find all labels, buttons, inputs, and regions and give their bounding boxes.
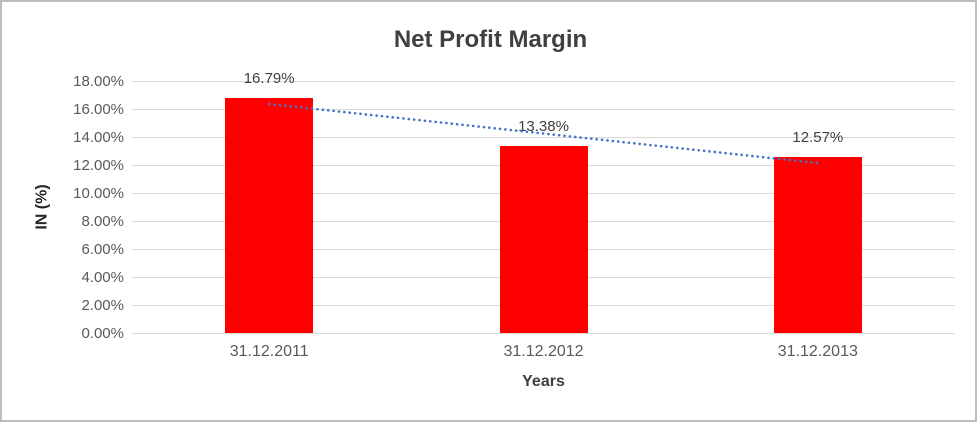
y-axis-tick-label: 12.00% xyxy=(73,157,124,174)
bar-data-label: 13.38% xyxy=(518,117,569,135)
y-axis-tick-label: 8.00% xyxy=(81,213,124,230)
chart-title: Net Profit Margin xyxy=(393,26,588,53)
bar-data-label: 16.79% xyxy=(243,69,295,87)
bar xyxy=(225,97,314,333)
bar xyxy=(773,157,862,333)
y-axis-tick-label: 16.00% xyxy=(73,101,124,118)
gridline xyxy=(132,333,955,334)
x-axis-title: Years xyxy=(522,373,565,390)
y-axis-tick-label: 10.00% xyxy=(73,185,124,202)
y-axis-tick-label: 2.00% xyxy=(81,297,124,314)
y-axis-title: IN (%) xyxy=(33,184,51,230)
bar-data-label: 12.57% xyxy=(792,129,844,147)
y-axis-tick-label: 14.00% xyxy=(73,129,124,146)
gridline xyxy=(132,81,955,82)
x-axis-tick-label: 31.12.2012 xyxy=(503,343,584,360)
y-axis-tick-label: 4.00% xyxy=(81,269,124,286)
x-axis-tick-label: 31.12.2013 xyxy=(777,343,858,360)
bar xyxy=(499,145,588,333)
y-axis-tick-label: 0.00% xyxy=(81,325,124,342)
y-axis-tick-label: 18.00% xyxy=(73,73,124,90)
x-axis-tick-label: 31.12.2011 xyxy=(229,343,309,360)
y-axis-tick-label: 6.00% xyxy=(81,241,124,258)
